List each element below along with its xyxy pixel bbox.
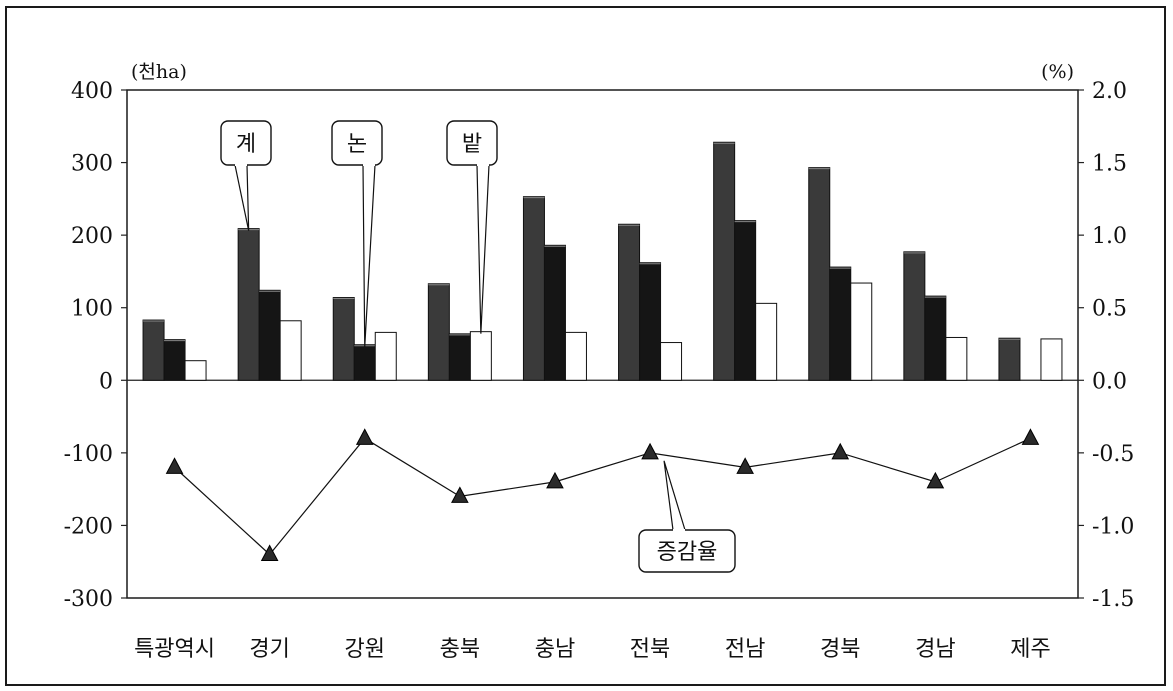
category-label: 강원: [345, 637, 385, 662]
paddy-bar: [353, 344, 376, 381]
category-label: 제주: [1010, 637, 1050, 662]
left-tick-label: -300: [64, 587, 113, 612]
total-bar: [808, 167, 831, 381]
total-bar: [618, 223, 641, 381]
left-axis-unit: (천ha): [131, 61, 187, 83]
right-tick-label: -1.0: [1092, 514, 1134, 539]
left-tick-label: -200: [64, 514, 113, 539]
rate-triangle-marker: [355, 428, 374, 445]
category-label: 충남: [535, 637, 575, 662]
rate-triangle-marker: [736, 457, 754, 474]
callout-dry-field-text: 밭: [462, 132, 482, 157]
dry-field-bar: [184, 360, 207, 381]
rate-triangle-marker: [451, 486, 469, 503]
callout-dry-field-box: [446, 120, 498, 166]
rate-triangle-marker: [1021, 428, 1040, 445]
rate-triangle-marker: [165, 457, 184, 474]
category-label: 경기: [249, 637, 289, 662]
total-bar: [998, 337, 1021, 381]
right-axis-unit: (%): [1041, 61, 1074, 83]
total-bar: [237, 228, 260, 381]
rate-line: [174, 437, 1031, 556]
callout-total-text: 계: [236, 132, 256, 157]
total-bar: [332, 297, 355, 381]
right-tick-label: 2.0: [1092, 79, 1127, 104]
callout-rate-box: [638, 529, 736, 573]
callout-total-pointer: [234, 164, 250, 231]
category-label: 경남: [915, 637, 955, 662]
callout-dry-field: 밭: [446, 120, 498, 334]
rate-triangle-marker: [260, 544, 279, 561]
paddy-bar: [924, 295, 947, 381]
paddy-bar: [258, 289, 281, 381]
callout-paddy-box: [331, 120, 383, 166]
right-tick-label: 1.0: [1092, 224, 1127, 249]
paddy-bar: [163, 339, 186, 381]
callout-dry-field-pointer: [476, 164, 490, 334]
dry-field-bar: [660, 342, 683, 381]
rate-triangle-marker: [546, 471, 564, 489]
category-label: 특광역시: [134, 637, 215, 662]
callout-rate: 증감율: [638, 460, 736, 573]
axis-labels-group: 400 300 200 100 0 -100 -200 -300 2.0 1.5 1.0 0.5 0.0…: [64, 61, 1135, 662]
dry-field-bar: [564, 331, 587, 381]
bar-series-group: [142, 141, 1063, 381]
paddy-bar: [543, 244, 566, 381]
right-tick-label: -0.5: [1092, 442, 1134, 467]
paddy-bar: [829, 266, 852, 381]
right-tick-label: 0.5: [1092, 297, 1127, 322]
callout-rate-text: 증감율: [657, 540, 718, 565]
paddy-bar: [639, 262, 662, 381]
total-bar: [142, 319, 165, 381]
category-label: 전남: [725, 637, 765, 662]
callout-rate-pointer: [663, 460, 686, 531]
total-bar: [522, 196, 545, 381]
left-tick-label: 0: [99, 369, 113, 394]
right-tick-label: 1.5: [1092, 152, 1127, 177]
paddy-bar: [734, 220, 757, 381]
dry-field-bar: [469, 331, 492, 381]
dry-field-bar: [850, 282, 873, 381]
category-label: 충북: [440, 637, 480, 662]
callout-paddy: 논: [331, 120, 383, 347]
callout-paddy-pointer: [362, 164, 376, 347]
category-label: 경북: [820, 637, 860, 662]
total-bar: [903, 251, 926, 381]
left-tick-label: -100: [64, 442, 113, 467]
left-tick-label: 200: [71, 224, 113, 249]
dry-field-bar: [374, 331, 397, 381]
rate-triangle-marker: [831, 442, 850, 460]
plot-area-border: [126, 89, 1079, 599]
rate-line-group: [165, 428, 1040, 561]
rate-triangle-marker: [926, 471, 945, 489]
rate-triangle-marker: [641, 442, 659, 460]
paddy-bar: [448, 333, 471, 381]
total-bar: [427, 283, 450, 381]
total-bar: [713, 141, 736, 381]
dry-field-bar: [1040, 338, 1063, 381]
dry-field-bar: [755, 302, 778, 381]
dry-field-bar: [279, 320, 302, 381]
category-label: 전북: [630, 637, 670, 662]
left-tick-label: 100: [71, 297, 113, 322]
right-tick-label: 0.0: [1092, 369, 1127, 394]
callout-total: 계: [220, 120, 272, 231]
callout-paddy-text: 논: [347, 132, 367, 157]
dry-field-bar: [945, 336, 968, 381]
right-tick-label: -1.5: [1092, 587, 1134, 612]
left-tick-label: 400: [71, 79, 113, 104]
left-tick-label: 300: [71, 152, 113, 177]
